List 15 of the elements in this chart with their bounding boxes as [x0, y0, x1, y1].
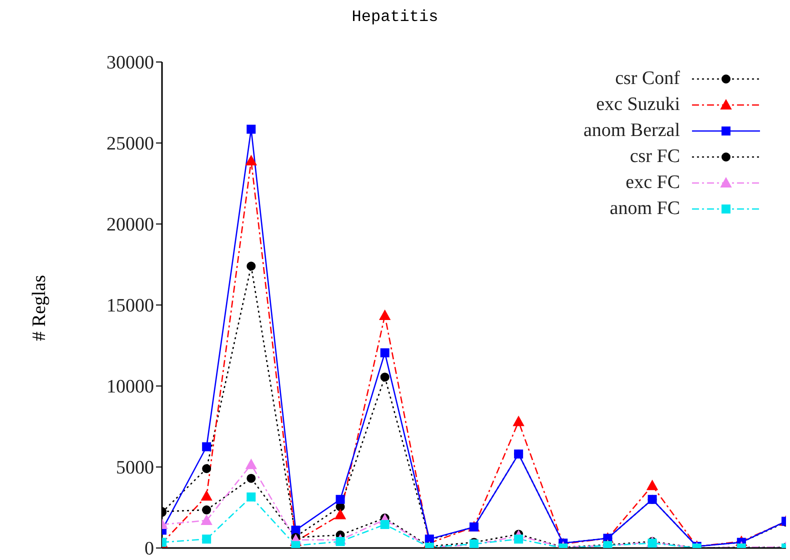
y-tick-label: 15000 [106, 296, 154, 317]
legend-label: anom FC [610, 198, 680, 220]
y-tick-label: 20000 [106, 214, 154, 236]
y-tick-label: 25000 [106, 134, 154, 155]
legend-label: anom Berzal [583, 120, 680, 142]
y-tick-label: 10000 [106, 376, 154, 398]
y-tick-label: 5000 [116, 458, 154, 479]
legend-label: csr FC [630, 146, 680, 168]
legend-label: csr Conf [615, 68, 680, 90]
y-axis-title: # Reglas [29, 275, 51, 341]
y-tick-label: 0 [144, 538, 154, 560]
chart-title: Hepatitis [350, 8, 440, 26]
legend-label: exc Suzuki [596, 94, 680, 116]
legend-label: exc FC [626, 172, 680, 194]
y-tick-label: 30000 [106, 52, 154, 74]
